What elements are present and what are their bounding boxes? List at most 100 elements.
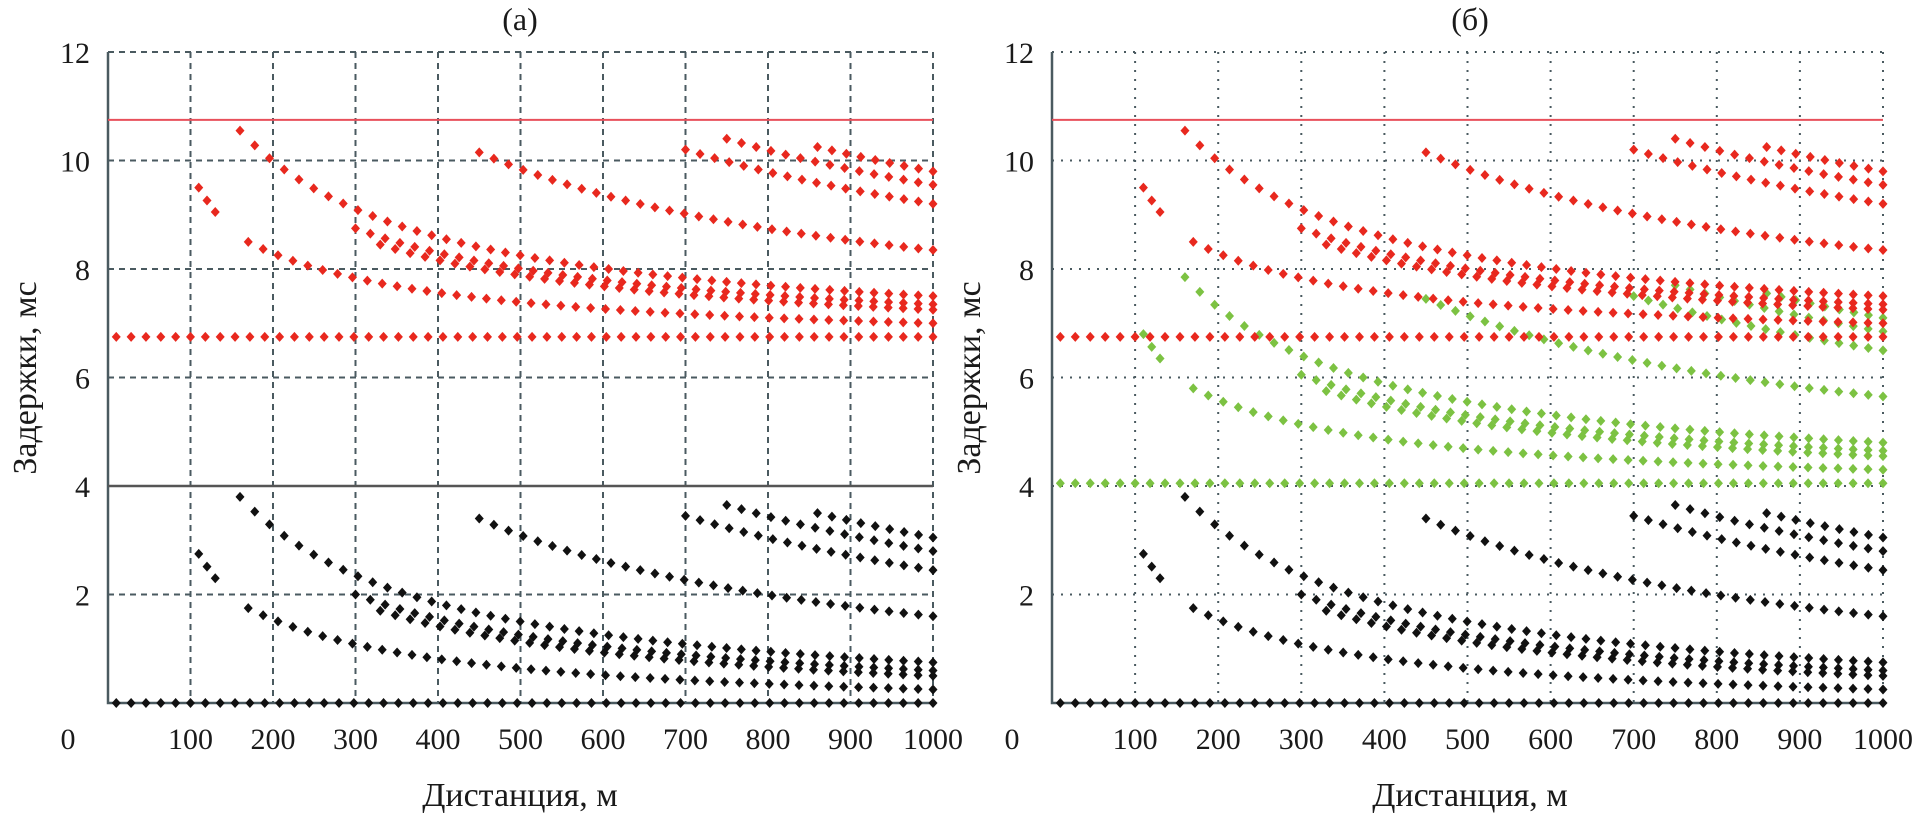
data-point <box>899 174 909 185</box>
data-point <box>736 644 746 655</box>
data-point <box>1381 621 1391 632</box>
data-point <box>1311 594 1321 605</box>
data-point <box>928 670 938 681</box>
data-point <box>489 153 499 164</box>
data-point <box>1188 383 1198 394</box>
x-tick-label: 600 <box>1528 723 1573 756</box>
data-point <box>1414 331 1424 342</box>
data-point <box>621 561 631 572</box>
data-point <box>810 283 820 294</box>
data-point <box>1180 125 1190 136</box>
data-point <box>899 655 909 666</box>
data-point <box>1495 541 1505 552</box>
data-point <box>899 160 909 171</box>
data-point <box>577 183 587 194</box>
data-point <box>1687 527 1697 538</box>
data-point <box>1758 444 1768 455</box>
data-point <box>1472 271 1482 282</box>
data-point <box>1655 275 1665 286</box>
data-point <box>375 605 385 616</box>
data-point <box>1293 418 1303 429</box>
data-point <box>825 526 835 537</box>
data-point <box>660 673 670 684</box>
data-point <box>1562 429 1572 440</box>
data-point <box>1472 418 1482 429</box>
data-point <box>410 608 420 619</box>
data-point <box>1534 331 1544 342</box>
data-point <box>230 331 240 342</box>
data-point <box>1396 258 1406 269</box>
data-point <box>510 635 520 646</box>
data-point <box>1487 273 1497 284</box>
data-point <box>1849 608 1859 619</box>
grid <box>1052 51 1884 703</box>
data-point <box>781 281 791 292</box>
data-point <box>1203 244 1213 255</box>
data-point <box>601 698 611 708</box>
data-point <box>1445 260 1455 271</box>
y-tick-label: 10 <box>60 146 90 179</box>
data-point <box>1310 478 1320 489</box>
data-point <box>349 698 359 708</box>
data-point <box>141 331 151 342</box>
data-point <box>809 331 819 342</box>
data-point <box>1457 415 1467 426</box>
data-point <box>288 621 298 632</box>
data-point <box>1265 698 1275 708</box>
data-point <box>779 313 789 324</box>
data-point <box>1833 435 1843 446</box>
data-point <box>692 640 702 651</box>
data-point <box>1416 255 1426 266</box>
data-point <box>1326 233 1336 244</box>
data-point <box>1743 460 1753 471</box>
data-point <box>1295 478 1305 489</box>
data-point <box>1175 698 1185 708</box>
data-point <box>1701 368 1711 379</box>
data-point <box>1356 241 1366 252</box>
data-point <box>1686 365 1696 376</box>
data-point <box>1577 284 1587 295</box>
data-point <box>1323 425 1333 436</box>
data-point <box>1210 519 1220 530</box>
data-point <box>574 259 584 270</box>
data-point <box>1554 338 1564 349</box>
data-point <box>1698 458 1708 469</box>
data-point <box>397 221 407 232</box>
data-point <box>707 275 717 286</box>
data-point <box>380 233 390 244</box>
data-point <box>572 698 582 708</box>
data-point <box>1536 628 1546 639</box>
data-point <box>1070 478 1080 489</box>
data-point <box>1369 698 1379 708</box>
x-tick-label: 400 <box>416 723 461 756</box>
data-point <box>318 264 328 275</box>
data-point <box>884 240 894 251</box>
data-point <box>1789 529 1799 540</box>
data-point <box>710 519 720 530</box>
data-point <box>614 649 624 660</box>
data-point <box>854 682 864 693</box>
data-point <box>677 638 687 649</box>
data-point <box>1863 445 1873 456</box>
data-point <box>1248 260 1258 271</box>
data-point <box>1804 236 1814 247</box>
data-point <box>1716 224 1726 235</box>
data-point <box>1819 238 1829 249</box>
data-point <box>1369 331 1379 342</box>
data-point <box>631 331 641 342</box>
data-point <box>425 611 435 622</box>
data-point <box>645 306 655 317</box>
data-point <box>1115 478 1125 489</box>
data-point <box>1533 449 1543 460</box>
data-point <box>364 331 374 342</box>
data-point <box>496 661 506 672</box>
data-point <box>1554 191 1564 202</box>
data-point <box>1403 384 1413 395</box>
data-point <box>838 666 848 677</box>
data-point <box>1465 531 1475 542</box>
data-point <box>1759 430 1769 441</box>
data-point <box>1863 290 1873 301</box>
y-tick-label: 8 <box>1019 254 1034 287</box>
data-point <box>1480 170 1490 181</box>
data-point <box>393 331 403 342</box>
